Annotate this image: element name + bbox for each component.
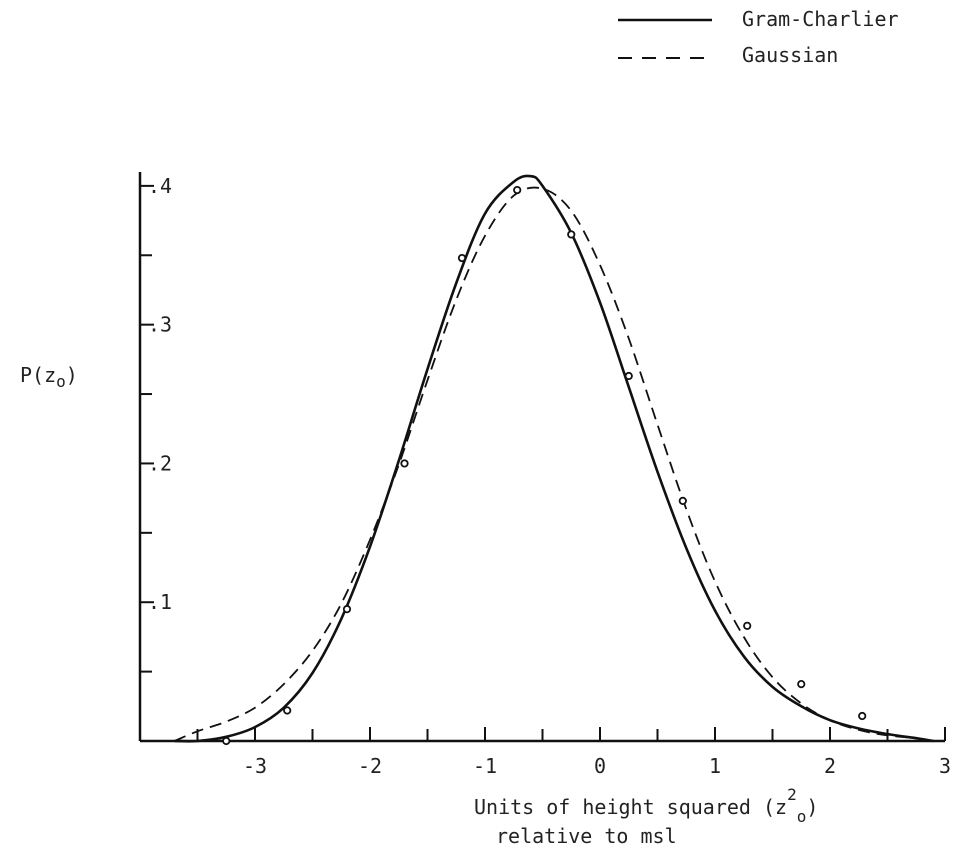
- data-point: [342, 605, 352, 614]
- data-point: [678, 496, 687, 506]
- legend-label-gram-charlier: Gram-Charlier: [742, 7, 899, 31]
- svg-text:Units of height squared (z2o): Units of height squared (z2o): [474, 785, 818, 826]
- ticks: -3 -2 -1 0 1 2 3 .1 .2 .3 .4: [140, 174, 951, 778]
- y-axis-title-sub: o: [56, 372, 66, 391]
- data-point: [743, 621, 752, 630]
- series-line-gaussian: [174, 186, 934, 742]
- legend: Gram-Charlier Gaussian: [618, 7, 899, 67]
- x-tick-label: 0: [594, 754, 606, 778]
- x-tick-label: -1: [473, 754, 497, 778]
- x-tick-label: -2: [358, 754, 382, 778]
- y-tick-label: .3: [148, 313, 172, 337]
- x-tick-label: 3: [939, 754, 951, 778]
- y-axis-title-main: P(z: [20, 363, 56, 387]
- x-axis-title: Units of height squared (z2o) relative t…: [474, 785, 818, 848]
- y-tick-label: .4: [148, 174, 172, 198]
- x-axis-title-sup: 2: [787, 785, 797, 804]
- data-point: [858, 711, 867, 721]
- data-point: [624, 371, 633, 381]
- data-points: [222, 185, 867, 746]
- svg-text:P(zo): P(zo): [20, 363, 78, 391]
- x-axis-title-suffix: ): [806, 795, 818, 819]
- data-point: [797, 679, 806, 689]
- legend-label-gaussian: Gaussian: [742, 43, 838, 67]
- y-axis-title-close: ): [66, 363, 78, 387]
- data-point: [457, 253, 467, 263]
- y-axis-title: P(zo): [20, 363, 78, 391]
- data-point: [222, 736, 231, 746]
- y-tick-label: .1: [148, 590, 172, 614]
- curves: [174, 174, 934, 743]
- x-axis-title-sub: o: [797, 807, 807, 826]
- axes: [138, 172, 945, 743]
- x-tick-label: -3: [243, 754, 267, 778]
- x-axis-title-prefix: Units of height squared (z: [474, 795, 787, 819]
- x-tick-label: 2: [824, 754, 836, 778]
- data-point: [400, 459, 409, 468]
- y-tick-label: .2: [148, 451, 172, 475]
- data-point: [283, 706, 292, 715]
- data-point: [513, 185, 522, 195]
- series-line-gram-charlier: [174, 174, 934, 743]
- x-tick-label: 1: [709, 754, 721, 778]
- x-axis-title-line2: relative to msl: [496, 824, 677, 848]
- data-point: [567, 230, 576, 239]
